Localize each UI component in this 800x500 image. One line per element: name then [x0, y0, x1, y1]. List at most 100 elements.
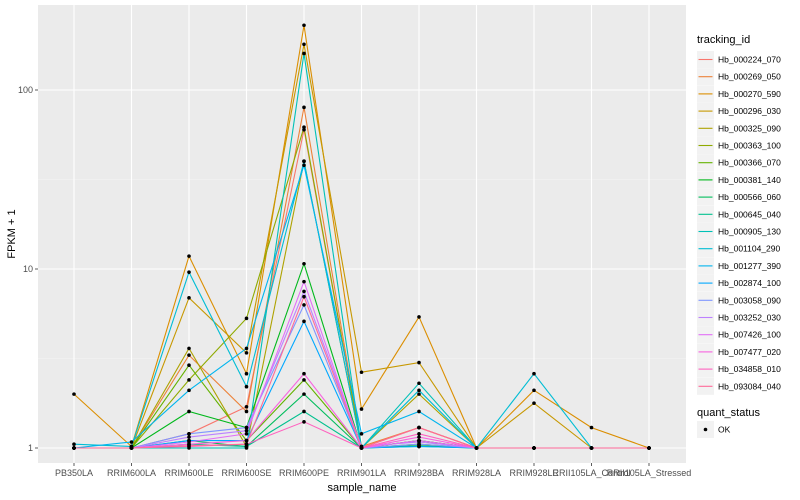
data-point-Hb_007477_020-RRIM928BA [417, 435, 421, 439]
y-axis-ticks: 1 10 100 [18, 85, 38, 453]
data-point-Hb_003058_090-RRIM600LE [187, 432, 191, 436]
x-tick-label-2: RRIM600LE [164, 468, 213, 478]
legend-item-Hb_007426_100: Hb_007426_100 [697, 326, 781, 344]
x-tick-label-10: RRII105LA_Stressed [607, 468, 692, 478]
legend-item-Hb_000270_590: Hb_000270_590 [697, 85, 781, 103]
legend-item-Hb_000645_040: Hb_000645_040 [697, 205, 781, 223]
x-tick-label-7: RRIM928LA [452, 468, 501, 478]
data-point-Hb_000270_590-RRIM928BA [417, 315, 421, 319]
data-point-Hb_000270_590-PB350LA [72, 392, 76, 396]
data-point-Hb_000270_590-RRIM600PE [302, 23, 306, 28]
legend-label: Hb_000325_090 [718, 123, 781, 133]
data-point-Hb_000270_590-RRII105LA_Control [589, 425, 594, 430]
legend-item-Hb_003252_030: Hb_003252_030 [697, 309, 781, 326]
data-point-Hb_001104_290-PB350LA [72, 442, 76, 447]
x-tick-label-4: RRIM600PE [279, 468, 329, 478]
data-point-Hb_093084_040-RRIM928BA [417, 425, 421, 430]
data-point-Hb_001277_390-RRIM901LA [359, 432, 364, 436]
legend-items: Hb_000224_070 Hb_000269_050 Hb_000270_590 H… [697, 51, 781, 395]
data-point-Hb_001104_290-RRIM600SE [244, 384, 249, 389]
data-point-Hb_007426_100-RRIM928BA [417, 438, 421, 443]
data-point-Hb_001277_390-RRIM600LE [187, 388, 191, 393]
data-point-Hb_000269_050-RRIM600PE [302, 105, 306, 110]
data-point-Hb_093084_040-PB350LA [72, 446, 76, 450]
x-tick-label-8: RRIM928LE [509, 468, 558, 478]
legend-label: Hb_002874_100 [718, 278, 781, 288]
legend-label: Hb_000363_100 [718, 141, 781, 151]
x-tick-label-6: RRIM928BA [394, 468, 444, 478]
data-point-Hb_093084_040-RRIM928LA [474, 446, 479, 450]
data-point-Hb_000363_100-RRIM600PE [302, 125, 306, 129]
legend-item-Hb_001104_290: Hb_001104_290 [697, 240, 781, 258]
legend-item-Hb_007477_020: Hb_007477_020 [697, 343, 781, 361]
legend-item-Hb_000381_140: Hb_000381_140 [697, 171, 781, 189]
data-point-Hb_093084_040-RRIM928LE [532, 446, 536, 450]
x-tick-label-1: RRIM600LA [107, 468, 156, 478]
data-point-Hb_000366_070-RRIM600PE [302, 378, 306, 382]
data-point-Hb_003252_030-RRIM600SE [244, 428, 249, 433]
legend-label: Hb_003252_030 [718, 313, 781, 323]
data-point-Hb_003252_030-RRIM600PE [302, 289, 306, 294]
legend-label: Hb_007426_100 [718, 330, 781, 340]
legend-label: Hb_000645_040 [718, 209, 781, 219]
data-point-Hb_000224_070-RRIM600SE [244, 404, 249, 409]
data-point-Hb_000905_130-RRIM600SE [244, 446, 249, 450]
shape-legend-item-OK: OK [697, 421, 731, 438]
x-tick-label-9: RRII105LA_Control [552, 468, 630, 478]
data-point-Hb_093084_040-RRIM600LE [187, 443, 191, 448]
data-point-Hb_000269_050-RRIM600SE [244, 409, 249, 414]
data-point-Hb_003058_090-RRIM600SE [244, 425, 249, 430]
shape-legend-title: quant_status [697, 407, 760, 419]
data-point-Hb_000270_590-RRIM600LE [187, 254, 191, 258]
data-point-Hb_000325_090-RRIM928BA [417, 392, 421, 396]
data-point-Hb_001277_390-RRIM600LA [129, 440, 134, 444]
data-point-Hb_000296_030-RRIM600LE [187, 296, 191, 300]
data-point-Hb_001104_290-RRIM928LE [532, 371, 536, 376]
legend-item-Hb_000296_030: Hb_000296_030 [697, 102, 781, 120]
legend-label: Hb_001277_390 [718, 261, 781, 271]
y-axis-title: FPKM + 1 [6, 209, 18, 258]
data-point-Hb_000270_590-RRIM600SE [244, 371, 249, 376]
legend-item-Hb_000224_070: Hb_000224_070 [697, 51, 781, 68]
y-tick-label-0: 1 [28, 443, 33, 453]
legend-item-Hb_001277_390: Hb_001277_390 [697, 257, 781, 275]
data-point-Hb_093084_040-RRII105LA_Stressed [647, 446, 651, 450]
data-point-Hb_000296_030-RRIM928BA [417, 360, 421, 365]
data-point-Hb_000363_100-RRIM600LE [187, 378, 191, 382]
data-point-Hb_000296_030-RRIM600SE [244, 351, 249, 355]
legend-item-Hb_034858_010: Hb_034858_010 [697, 360, 781, 378]
data-point-Hb_007477_020-RRIM600PE [302, 371, 306, 376]
data-point-Hb_000905_130-RRIM928BA [417, 381, 421, 386]
legend: tracking_id Hb_000224_070Hb_000269_050Hb… [697, 34, 781, 438]
legend-label: Hb_000366_070 [718, 158, 781, 168]
x-axis-ticks: PB350LA RRIM600LA RRIM600LE RRIM600SE RRIM60… [55, 463, 691, 478]
legend-label: Hb_000270_590 [718, 89, 781, 99]
data-point-Hb_001277_390-RRIM600PE [302, 163, 306, 168]
shape-legend-key-point [703, 427, 708, 432]
data-point-Hb_000325_090-RRIM600LE [187, 346, 191, 351]
data-point-Hb_034858_010-RRIM600PE [302, 420, 306, 424]
legend-label: Hb_007477_020 [718, 347, 781, 357]
legend-label: Hb_003058_090 [718, 295, 781, 305]
legend-title: tracking_id [697, 34, 750, 46]
data-point-Hb_000366_070-RRIM600LE [187, 363, 191, 368]
data-points [72, 23, 651, 450]
data-point-Hb_000381_140-RRIM600LE [187, 409, 191, 414]
legend-label: Hb_000566_060 [718, 192, 781, 202]
data-point-Hb_001104_290-RRIM600LE [187, 270, 191, 274]
y-tick-label-2: 100 [18, 85, 33, 95]
data-point-Hb_000296_030-RRIM600PE [302, 42, 306, 47]
data-point-Hb_000270_590-RRIM901LA [359, 407, 364, 411]
legend-item-Hb_000366_070: Hb_000366_070 [697, 154, 781, 172]
x-tick-label-0: PB350LA [55, 468, 93, 478]
data-point-Hb_000905_130-RRIM600PE [302, 51, 306, 56]
legend-item-Hb_000325_090: Hb_000325_090 [697, 119, 781, 137]
data-point-Hb_000566_060-RRIM600PE [302, 392, 306, 396]
legend-label: Hb_000381_140 [718, 175, 781, 185]
legend-label: Hb_000296_030 [718, 106, 781, 116]
legend-label: Hb_000905_130 [718, 227, 781, 237]
data-point-Hb_093084_040-RRIM600PE [302, 294, 306, 299]
x-axis-title: sample_name [327, 482, 396, 494]
legend-item-Hb_000566_060: Hb_000566_060 [697, 188, 781, 206]
data-point-Hb_007477_020-RRIM600SE [244, 438, 249, 443]
